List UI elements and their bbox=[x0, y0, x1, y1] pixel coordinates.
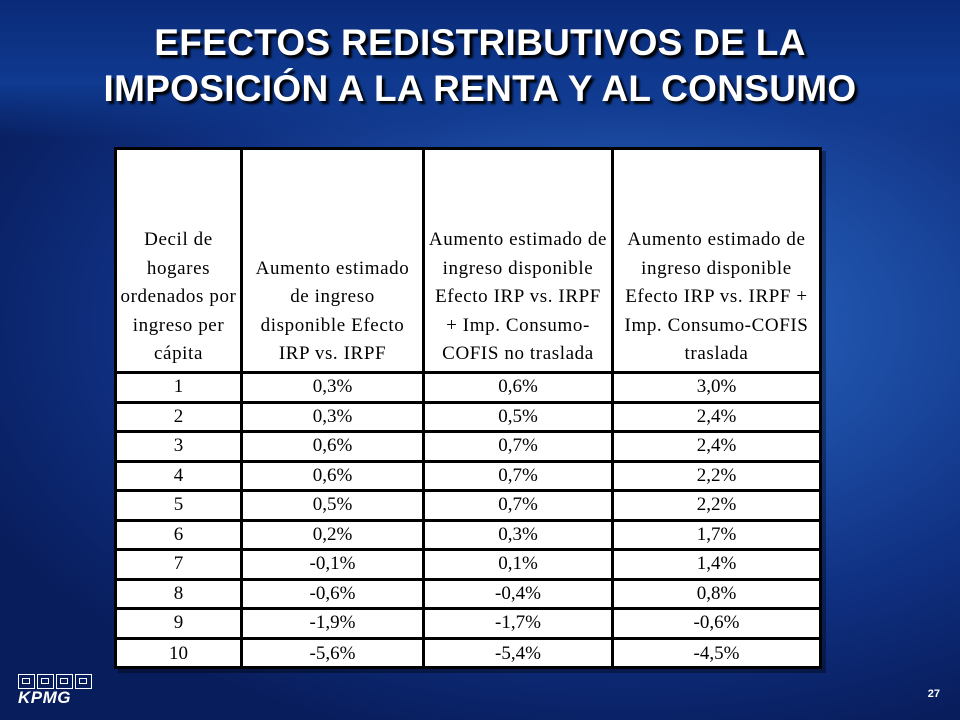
kpmg-logo-boxes-icon bbox=[18, 674, 92, 689]
table-row: 7 -0,1% 0,1% 1,4% bbox=[117, 551, 819, 581]
cell-no-traslada: 0,1% bbox=[425, 551, 614, 581]
cell-no-traslada: 0,6% bbox=[425, 374, 614, 404]
cell-irp-vs-irpf: 0,6% bbox=[243, 433, 425, 463]
header-efecto-consumo-no-traslada: Aumento estimado de ingreso disponible E… bbox=[425, 150, 614, 374]
cell-irp-vs-irpf: 0,2% bbox=[243, 521, 425, 551]
cell-traslada: 1,4% bbox=[614, 551, 819, 581]
table-row: 10 -5,6% -5,4% -4,5% bbox=[117, 639, 819, 669]
slide-title: EFECTOS REDISTRIBUTIVOS DE LA IMPOSICIÓN… bbox=[40, 20, 920, 112]
cell-traslada: 1,7% bbox=[614, 522, 819, 551]
table-row: 2 0,3% 0,5% 2,4% bbox=[117, 403, 819, 433]
slide-title-line-1: EFECTOS REDISTRIBUTIVOS DE LA bbox=[154, 22, 806, 63]
cell-decil: 3 bbox=[117, 433, 243, 463]
cell-decil: 4 bbox=[117, 462, 243, 492]
title-band bbox=[0, 0, 960, 140]
header-decil: Decil de hogares ordenados por ingreso p… bbox=[117, 150, 243, 374]
cell-no-traslada: 0,3% bbox=[425, 521, 614, 551]
cell-traslada: -4,5% bbox=[693, 643, 740, 665]
cell-irp-vs-irpf: -0,1% bbox=[243, 551, 425, 581]
table-header-row: Decil de hogares ordenados por ingreso p… bbox=[117, 150, 819, 374]
cell-decil: 8 bbox=[117, 580, 243, 610]
cell-irp-vs-irpf: 0,6% bbox=[243, 462, 425, 492]
header-efecto-consumo-traslada: Aumento estimado de ingreso disponible E… bbox=[614, 150, 819, 374]
cell-no-traslada: -5,4% bbox=[425, 639, 614, 669]
cell-traslada: -0,6% bbox=[614, 610, 819, 640]
redistribution-table: Decil de hogares ordenados por ingreso p… bbox=[117, 150, 819, 669]
cell-traslada: 2,2% bbox=[614, 463, 819, 492]
cell-no-traslada: -1,7% bbox=[425, 610, 614, 640]
cell-irp-vs-irpf: -0,6% bbox=[243, 580, 425, 610]
cell-decil: 5 bbox=[117, 492, 243, 522]
table-row: 5 0,5% 0,7% 2,2% bbox=[117, 492, 819, 522]
cell-irp-vs-irpf: -5,6% bbox=[243, 639, 425, 669]
cell-decil: 6 bbox=[117, 521, 243, 551]
cell-irp-vs-irpf: 0,3% bbox=[243, 403, 425, 433]
table-row: 3 0,6% 0,7% 2,4% bbox=[117, 433, 819, 463]
cell-no-traslada: 0,7% bbox=[425, 492, 614, 522]
cell-traslada: 0,8% bbox=[614, 581, 819, 610]
kpmg-logo: KPMG bbox=[18, 674, 92, 708]
slide-title-line-2: IMPOSICIÓN A LA RENTA Y AL CONSUMO bbox=[103, 68, 857, 109]
cell-irp-vs-irpf: 0,3% bbox=[243, 374, 425, 404]
kpmg-logo-text: KPMG bbox=[18, 688, 71, 707]
table-row: 1 0,3% 0,6% 3,0% bbox=[117, 374, 819, 404]
cell-decil: 2 bbox=[117, 403, 243, 433]
cell-traslada: 2,2% bbox=[614, 492, 819, 522]
cell-decil: 1 bbox=[117, 374, 243, 404]
cell-no-traslada: 0,5% bbox=[425, 403, 614, 433]
cell-decil: 10 bbox=[117, 639, 243, 669]
cell-irp-vs-irpf: 0,5% bbox=[243, 492, 425, 522]
header-efecto-irp-vs-irpf: Aumento estimado de ingreso disponible E… bbox=[243, 150, 425, 374]
cell-no-traslada: 0,7% bbox=[425, 433, 614, 463]
cell-no-traslada: 0,7% bbox=[425, 462, 614, 492]
data-table-container: Decil de hogares ordenados por ingreso p… bbox=[114, 147, 822, 669]
cell-decil: 9 bbox=[117, 610, 243, 640]
table-row: 4 0,6% 0,7% 2,2% bbox=[117, 462, 819, 492]
cell-irp-vs-irpf: -1,9% bbox=[243, 610, 425, 640]
table-row: 6 0,2% 0,3% 1,7% bbox=[117, 521, 819, 551]
table-row: 8 -0,6% -0,4% 0,8% bbox=[117, 580, 819, 610]
cell-no-traslada: -0,4% bbox=[425, 580, 614, 610]
table-row: 9 -1,9% -1,7% -0,6% bbox=[117, 610, 819, 640]
cell-traslada: 2,4% bbox=[614, 404, 819, 433]
cell-traslada: 2,4% bbox=[614, 433, 819, 463]
cell-traslada: 3,0% bbox=[614, 374, 819, 404]
cell-decil: 7 bbox=[117, 551, 243, 581]
page-number: 27 bbox=[927, 688, 940, 700]
